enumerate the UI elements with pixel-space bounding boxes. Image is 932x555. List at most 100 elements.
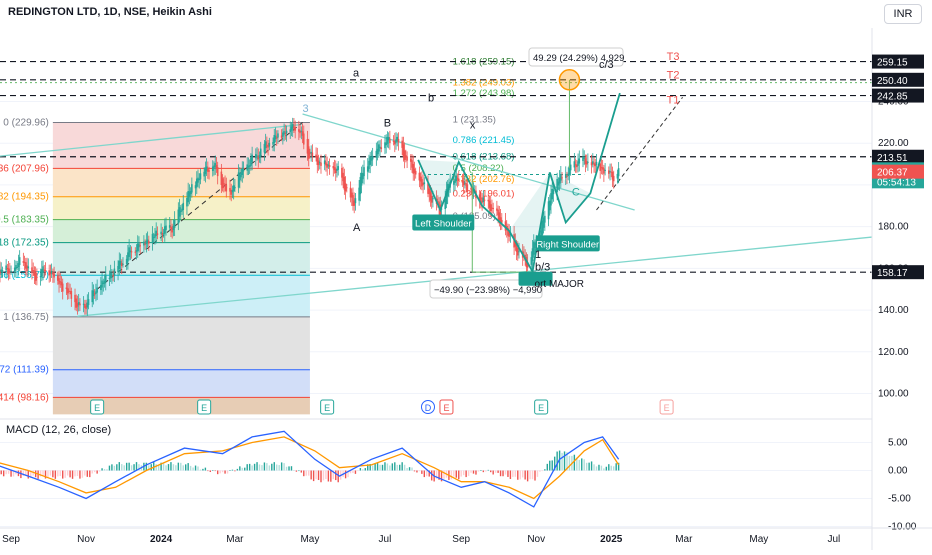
macd-histogram-bar: [106, 469, 108, 471]
macd-histogram-bar: [497, 470, 499, 473]
macd-histogram-bar: [504, 470, 507, 475]
candle-body: [23, 261, 26, 263]
macd-histogram-bar: [598, 464, 600, 471]
candle-body: [268, 142, 271, 147]
candle-body: [405, 155, 407, 158]
candle-body: [129, 250, 132, 253]
macd-histogram-bar: [421, 470, 423, 474]
macd-histogram-bar: [320, 470, 322, 483]
candle-body: [541, 220, 544, 235]
candle-body: [256, 155, 258, 157]
macd-histogram-bar: [175, 465, 177, 471]
macd-histogram-bar: [615, 463, 617, 471]
macd-histogram-bar: [113, 465, 116, 471]
macd-histogram-bar: [367, 464, 369, 471]
candle-body: [352, 195, 354, 206]
macd-histogram-bar: [81, 470, 84, 478]
macd-histogram-bar: [307, 470, 310, 476]
candle-body: [211, 166, 214, 172]
macd-histogram-bar: [357, 470, 359, 472]
currency-button[interactable]: INR: [884, 4, 922, 24]
candle-body: [567, 173, 570, 177]
candle-body: [593, 162, 595, 165]
candle-body: [188, 191, 191, 197]
candle-body: [108, 277, 111, 279]
macd-histogram-bar: [145, 462, 148, 471]
candle-body: [560, 174, 562, 181]
candle-body: [595, 161, 598, 165]
candle-body: [323, 160, 326, 165]
macd-histogram-bar: [32, 470, 34, 476]
wave-label: b: [428, 93, 434, 105]
candle-body: [291, 124, 294, 129]
candle-body: [93, 293, 96, 295]
dividend-badge: [421, 400, 435, 414]
macd-histogram-bar: [534, 470, 536, 481]
macd-histogram-bar: [101, 468, 103, 471]
macd-histogram-bar: [576, 457, 578, 471]
macd-histogram-bar: [438, 470, 440, 480]
macd-histogram-bar: [266, 463, 268, 471]
candle-body: [569, 164, 572, 171]
candle-body: [136, 243, 139, 251]
macd-histogram-bar: [568, 455, 571, 471]
candle-body: [138, 243, 140, 248]
candle-body: [363, 167, 365, 177]
candle-body: [272, 141, 274, 145]
chart-title: REDINGTON LTD, 1D, NSE, Heikin Ashi: [8, 6, 212, 18]
candle-body: [456, 178, 459, 180]
macd-histogram-bar: [613, 466, 615, 471]
candle-body: [504, 221, 507, 231]
macd-histogram-bar: [66, 470, 69, 476]
macd-histogram-bar: [563, 451, 566, 471]
macd-histogram-bar: [411, 467, 413, 471]
candle-body: [530, 257, 533, 265]
candle-body: [438, 201, 440, 208]
candle-body: [421, 179, 423, 187]
macd-histogram-bar: [157, 465, 160, 471]
x-tick-label: Sep: [2, 534, 20, 545]
candle-body: [360, 172, 363, 186]
candle-body: [320, 162, 322, 166]
candle-body: [191, 184, 193, 193]
candle-body: [0, 269, 3, 272]
fib-label: 0.786 (156.70): [0, 270, 49, 281]
candle-body: [152, 237, 155, 239]
macd-histogram-bar: [317, 470, 320, 481]
candle-body: [267, 145, 269, 148]
candle-body: [359, 176, 362, 195]
y-tick-label: 140.00: [878, 305, 909, 316]
candle-body: [234, 186, 236, 189]
candle-body: [325, 162, 327, 166]
macd-histogram-bar: [216, 470, 219, 475]
candle-body: [145, 240, 148, 245]
candle-body: [444, 198, 447, 210]
price-tag-timer: 05:54:13: [877, 177, 916, 188]
candle-body: [384, 142, 386, 149]
macd-histogram-bar: [118, 462, 120, 471]
candle-body: [368, 160, 370, 170]
candle-body: [385, 142, 387, 146]
candle-body: [0, 269, 1, 275]
candle-body: [387, 137, 390, 141]
macd-histogram-bar: [236, 468, 239, 471]
candle-body: [250, 157, 252, 166]
candle-body: [52, 272, 54, 275]
macd-histogram-bar: [406, 468, 408, 471]
candle-body: [69, 290, 71, 292]
candle-body: [466, 184, 469, 192]
candle-body: [220, 171, 223, 186]
earnings-badge: [534, 399, 549, 415]
candle-body: [354, 198, 357, 204]
candle-body: [483, 199, 486, 201]
macd-histogram-bar: [27, 470, 29, 479]
macd-histogram-bar: [197, 466, 199, 471]
candle-body: [290, 126, 293, 131]
candle-body: [26, 265, 28, 272]
macd-histogram-bar: [170, 462, 172, 471]
candle-body: [122, 263, 124, 265]
macd-histogram-bar: [593, 464, 595, 471]
candle-body: [429, 191, 432, 201]
